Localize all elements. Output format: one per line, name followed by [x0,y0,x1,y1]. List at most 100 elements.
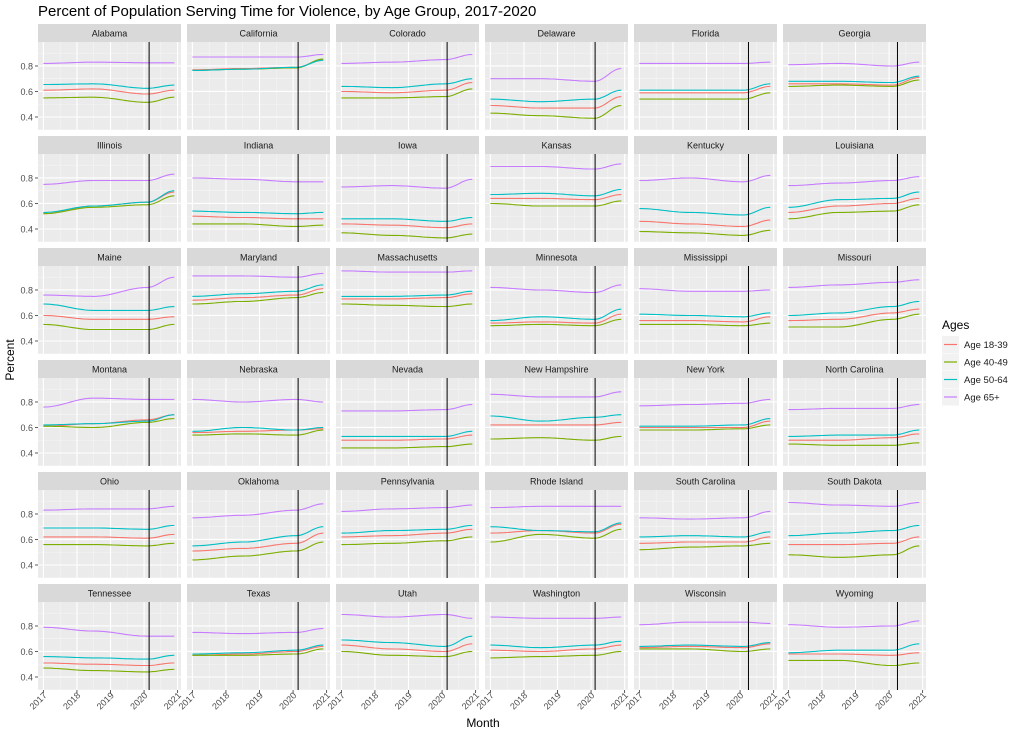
series-line-age-18-39 [639,85,771,94]
facet-panel: Maine 0.4 0.6 0.8 [20,248,181,355]
facet-strip-label: South Carolina [676,477,736,487]
y-tick-label: 0.6 [20,647,33,657]
series-line-age-65- [490,391,622,398]
series-line-age-50-64 [639,418,771,427]
series-line-age-50-64 [639,206,771,216]
facet-panel: Pennsylvania [336,472,479,579]
series-line-age-50-64 [192,59,324,71]
facet-strip-label: Ohio [100,477,119,487]
chart-title: Percent of Population Serving Time for V… [38,3,536,20]
facet-strip [38,136,181,154]
series-line-age-40-49 [639,424,771,431]
facet-panel: Kentucky [634,136,777,243]
facet-strip-label: Kansas [541,141,572,151]
legend-item: Age 50-64 [942,371,1008,388]
x-tick-label: 2017 [28,690,49,711]
series-line-age-40-49 [490,435,622,441]
facet-panel: South Dakota [783,472,926,579]
series-line-age-65- [788,501,920,507]
panel-background [634,42,777,130]
facet-strip-label: New York [686,365,725,375]
series-line-age-65- [43,397,175,408]
series-line-age-40-49 [43,418,175,429]
facet-panel: Illinois 0.4 0.6 0.8 [20,136,181,243]
series-line-age-50-64 [788,75,920,84]
y-tick-label: 0.8 [20,397,33,407]
panel-background [187,602,330,690]
series-line-age-18-39 [490,313,622,324]
facet-strip-label: Rhode Island [530,477,583,487]
y-tick-label: 0.4 [20,672,33,682]
facet-strip [783,136,926,154]
y-tick-label: 0.4 [20,448,33,458]
panel-background [783,602,926,690]
facet-strip-label: South Dakota [827,477,882,487]
series-line-age-18-39 [788,433,920,441]
x-tick-label: 2019 [95,690,116,711]
facet-strip-label: Nebraska [239,365,278,375]
series-line-age-65- [490,163,622,170]
facet-strip [187,248,330,266]
series-line-age-50-64 [490,89,622,103]
facet-strip-label: California [239,29,277,39]
series-line-age-40-49 [341,650,473,658]
series-line-age-50-64 [639,642,771,647]
series-line-age-50-64 [192,644,324,655]
facet-panel: New Hampshire [485,360,628,467]
x-tick-label: 2020 [873,690,894,711]
facet-strip [485,472,628,490]
series-line-age-18-39 [788,652,920,656]
facet-strip [336,360,479,378]
series-line-age-65- [192,627,324,635]
y-tick-label: 0.4 [20,560,33,570]
facet-strip [38,472,181,490]
x-tick-label: 2019 [542,690,563,711]
series-line-age-65- [43,173,175,185]
panel-background [634,378,777,466]
panel-background [38,490,181,578]
series-line-age-65- [639,398,771,407]
facet-strip-label: Nevada [392,365,423,375]
facet-strip [485,24,628,42]
series-line-age-65- [43,505,175,511]
facet-strip-label: Colorado [389,29,426,39]
facet-strip-label: Indiana [244,141,274,151]
series-line-age-50-64 [490,522,622,533]
series-line-age-50-64 [341,524,473,534]
y-tick-label: 0.4 [20,112,33,122]
facet-strip-label: Montana [92,365,127,375]
panel-background [485,42,628,130]
legend-label: Age 40-49 [964,358,1008,369]
series-line-age-40-49 [788,442,920,446]
series-line-age-65- [43,276,175,297]
series-line-age-18-39 [639,420,771,429]
series-line-age-40-49 [490,528,622,543]
series-line-age-18-39 [192,532,324,552]
series-line-age-40-49 [490,200,622,207]
series-line-age-65- [788,403,920,411]
series-line-age-65- [639,61,771,64]
series-line-age-18-39 [341,223,473,229]
series-line-age-50-64 [192,284,324,297]
facet-panel: Rhode Island [485,472,628,579]
series-line-age-65- [639,288,771,292]
series-line-age-50-64 [788,429,920,437]
series-line-age-40-49 [43,542,175,547]
series-line-age-50-64 [43,303,175,311]
series-line-age-18-39 [788,536,920,546]
series-line-age-18-39 [43,88,175,95]
legend-item: Age 65+ [942,388,1000,406]
facet-strip [187,24,330,42]
series-line-age-50-64 [341,635,473,647]
facet-strip [634,584,777,602]
series-line-age-50-64 [192,426,324,432]
facet-strip-label: Maine [97,253,122,263]
series-line-age-65- [788,176,920,187]
panel-background [336,42,479,130]
x-axis-label: Month [466,716,499,730]
y-tick-label: 0.6 [20,199,33,209]
legend-item: Age 18-39 [942,336,1008,353]
x-tick-label: 2019 [393,690,414,711]
series-line-age-50-64 [490,188,622,197]
x-tick-label: 2019 [244,690,265,711]
